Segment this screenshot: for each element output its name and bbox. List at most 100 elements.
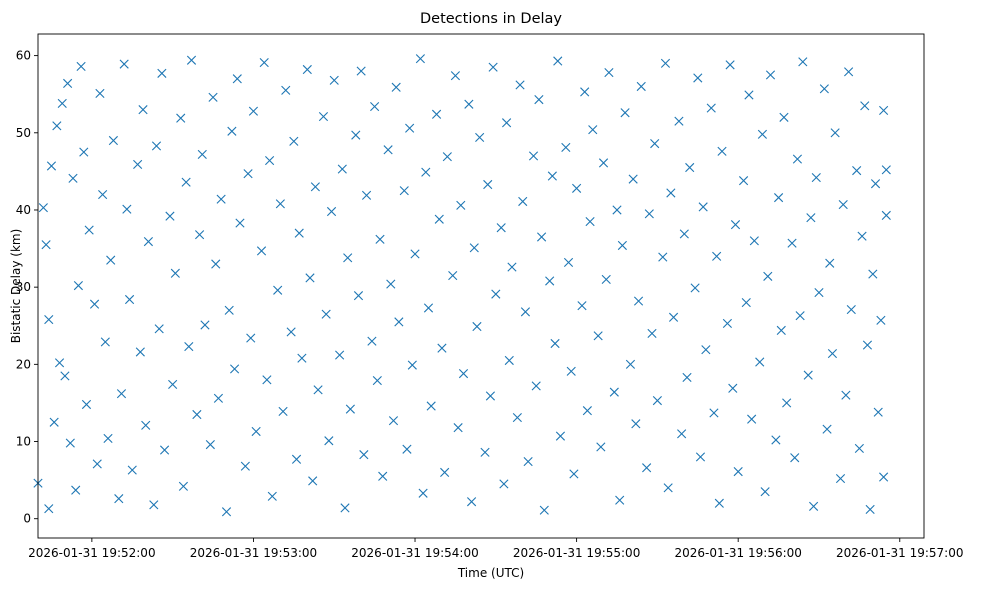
- x-tick-label-0: 2026-01-31 19:52:00: [28, 546, 155, 560]
- data-point-0-73: [259, 57, 269, 68]
- data-point-0-132: [450, 71, 461, 81]
- data-point-0-261: [865, 504, 875, 515]
- data-point-0-181: [609, 387, 619, 397]
- data-point-0-98: [340, 503, 350, 513]
- data-point-0-122: [418, 488, 428, 498]
- data-point-0-120: [410, 249, 420, 259]
- data-point-0-35: [135, 347, 145, 357]
- data-point-0-58: [211, 259, 221, 269]
- data-point-0-108: [372, 375, 382, 386]
- data-point-0-33: [127, 465, 137, 475]
- data-point-0-260: [862, 340, 873, 350]
- data-point-0-263: [870, 179, 881, 189]
- data-point-0-37: [141, 420, 151, 430]
- data-point-0-104: [359, 450, 369, 460]
- data-point-0-135: [458, 369, 469, 379]
- data-point-0-238: [792, 154, 803, 164]
- data-point-0-112: [386, 279, 396, 289]
- data-point-0-68: [243, 169, 253, 179]
- data-point-0-229: [763, 271, 773, 281]
- data-point-0-163: [550, 338, 560, 349]
- data-point-0-209: [698, 202, 708, 212]
- data-point-0-173: [582, 406, 592, 416]
- data-point-0-100: [345, 404, 355, 414]
- data-point-0-134: [456, 200, 466, 210]
- data-point-0-56: [205, 440, 215, 450]
- data-point-0-255: [846, 304, 856, 315]
- data-point-0-205: [685, 162, 695, 173]
- data-point-0-211: [706, 103, 716, 113]
- data-point-0-67: [240, 461, 250, 471]
- data-point-0-182: [612, 205, 622, 215]
- data-point-0-96: [335, 350, 345, 360]
- data-point-0-107: [370, 101, 380, 112]
- data-points: [33, 54, 891, 517]
- data-point-0-133: [453, 423, 463, 433]
- data-point-0-268: [881, 210, 891, 220]
- data-point-0-159: [537, 232, 547, 242]
- data-point-0-18: [81, 399, 92, 410]
- data-point-0-258: [857, 231, 867, 241]
- data-point-0-102: [353, 291, 364, 301]
- data-point-0-153: [518, 196, 528, 207]
- data-point-0-224: [747, 414, 757, 424]
- data-point-0-13: [68, 173, 78, 183]
- data-point-0-208: [695, 452, 706, 462]
- data-point-0-17: [79, 147, 89, 157]
- x-tick-label-2: 2026-01-31 19:54:00: [351, 546, 478, 560]
- data-point-0-251: [835, 473, 846, 484]
- data-point-0-121: [415, 54, 425, 64]
- data-point-0-66: [235, 218, 245, 228]
- y-axis: 0 10 20 30 40 50 60: [16, 49, 38, 526]
- data-point-0-244: [811, 172, 821, 183]
- data-point-0-78: [275, 199, 285, 209]
- data-point-0-236: [787, 238, 797, 248]
- y-axis-label: Bistatic Delay (km): [9, 229, 23, 344]
- data-point-0-146: [496, 223, 506, 233]
- data-point-0-218: [728, 383, 738, 393]
- data-point-0-151: [512, 413, 522, 423]
- data-point-0-97: [337, 164, 347, 174]
- data-point-0-219: [730, 220, 741, 230]
- data-point-0-195: [652, 396, 662, 406]
- data-point-0-241: [803, 370, 813, 380]
- data-point-0-105: [361, 190, 372, 200]
- data-point-0-61: [221, 507, 232, 517]
- data-point-0-161: [545, 276, 555, 286]
- data-point-0-84: [294, 228, 304, 238]
- data-point-0-203: [679, 229, 689, 239]
- data-point-0-155: [523, 457, 533, 467]
- data-point-0-2: [41, 240, 51, 250]
- data-point-0-157: [531, 381, 541, 391]
- data-point-0-243: [808, 501, 819, 511]
- data-point-0-92: [321, 309, 331, 319]
- data-point-0-63: [227, 126, 237, 136]
- data-point-0-231: [771, 435, 781, 445]
- data-point-0-87: [305, 273, 315, 283]
- data-point-0-225: [749, 236, 759, 246]
- data-point-0-215: [717, 146, 727, 156]
- data-point-0-64: [230, 364, 240, 374]
- data-point-0-80: [281, 85, 291, 95]
- data-point-0-4: [44, 504, 54, 514]
- data-point-0-54: [197, 149, 207, 159]
- data-point-0-170: [572, 183, 582, 193]
- data-point-0-165: [555, 431, 566, 441]
- data-point-0-156: [528, 151, 539, 161]
- data-point-0-207: [693, 73, 703, 83]
- data-point-0-154: [520, 307, 531, 317]
- data-point-0-48: [178, 481, 189, 491]
- chart-title: Detections in Delay: [420, 11, 562, 27]
- data-point-0-62: [224, 305, 234, 315]
- data-point-0-171: [577, 301, 587, 311]
- data-point-0-138: [469, 243, 479, 253]
- data-point-0-8: [54, 358, 65, 368]
- data-point-0-16: [76, 61, 86, 72]
- data-point-0-55: [200, 320, 210, 330]
- data-point-0-7: [52, 121, 62, 131]
- data-point-0-117: [402, 444, 412, 454]
- data-point-0-247: [822, 424, 832, 434]
- data-point-0-137: [466, 497, 477, 507]
- data-point-0-172: [580, 87, 590, 97]
